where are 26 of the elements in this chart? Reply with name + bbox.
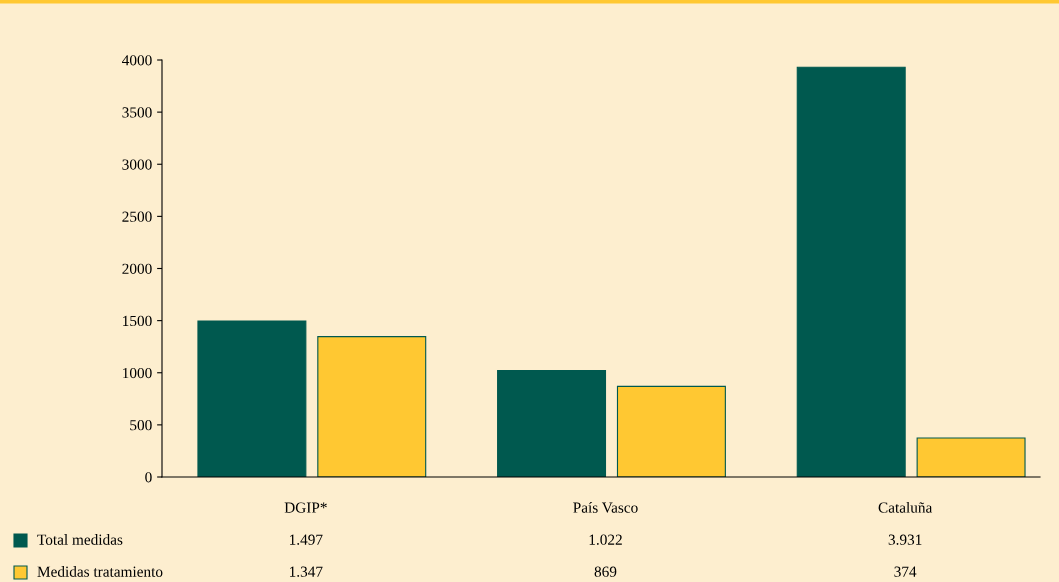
y-tick-label: 4000 — [122, 55, 152, 66]
data-label: 869 — [594, 566, 617, 577]
data-label: 1.022 — [589, 534, 622, 545]
bar — [197, 320, 307, 477]
bar — [497, 369, 607, 477]
y-tick-label: 1000 — [123, 367, 152, 379]
x-tick-label: Cataluña — [878, 502, 933, 513]
bar — [317, 336, 427, 477]
y-tick-label: 2000 — [122, 263, 152, 274]
x-tick-label: País Vasco — [573, 501, 638, 513]
data-label: 374 — [894, 566, 917, 577]
y-tick-label: 1500 — [123, 315, 152, 327]
y-tick-label: 2500 — [122, 211, 152, 222]
y-tick-label: 0 — [145, 472, 152, 483]
x-tick-label: DGIP* — [284, 502, 327, 513]
bar — [616, 385, 726, 477]
bar — [916, 437, 1026, 477]
bar — [796, 66, 906, 477]
data-label: 3.931 — [888, 534, 922, 545]
data-label: 1.497 — [289, 534, 323, 545]
data-label: 1.347 — [289, 566, 323, 577]
legend-label: Total medidas — [37, 534, 123, 545]
y-tick-label: 3500 — [122, 107, 152, 118]
y-tick-label: 3000 — [122, 159, 152, 170]
legend-label: Medidas tratamiento — [37, 566, 163, 577]
y-tick-label: 500 — [130, 420, 152, 431]
